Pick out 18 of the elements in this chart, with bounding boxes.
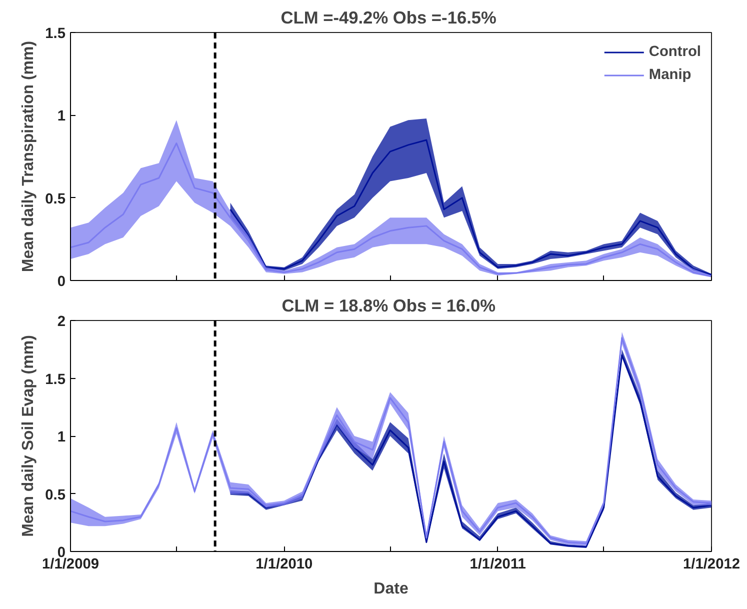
x-axis-title: Date bbox=[374, 580, 408, 598]
y-tick-label: 1.5 bbox=[45, 372, 66, 388]
y-tick-label: 0.5 bbox=[45, 487, 66, 504]
y-axis-title: Mean daily Soil Evap (mm) bbox=[20, 335, 38, 537]
y-tick-label: 1 bbox=[57, 108, 66, 125]
chart-title: CLM = 18.8% Obs = 16.0% bbox=[282, 296, 496, 316]
y-tick-label: 0 bbox=[57, 274, 66, 290]
y-axis-title: Mean daily Transpiration (mm) bbox=[20, 40, 38, 272]
legend-label: Control bbox=[648, 44, 701, 60]
chart-title: CLM =-49.2% Obs =-16.5% bbox=[280, 8, 496, 28]
x-tick-label: 1/1/2012 bbox=[682, 556, 740, 572]
legend-label: Manip bbox=[648, 67, 692, 83]
y-tick-label: 0.5 bbox=[45, 191, 66, 208]
x-tick-label: 1/1/2010 bbox=[256, 556, 313, 572]
y-tick-label: 1 bbox=[57, 430, 66, 446]
x-tick-label: 1/1/2011 bbox=[470, 556, 526, 572]
y-tick-label: 1.5 bbox=[45, 26, 66, 42]
y-tick-label: 2 bbox=[57, 314, 66, 330]
